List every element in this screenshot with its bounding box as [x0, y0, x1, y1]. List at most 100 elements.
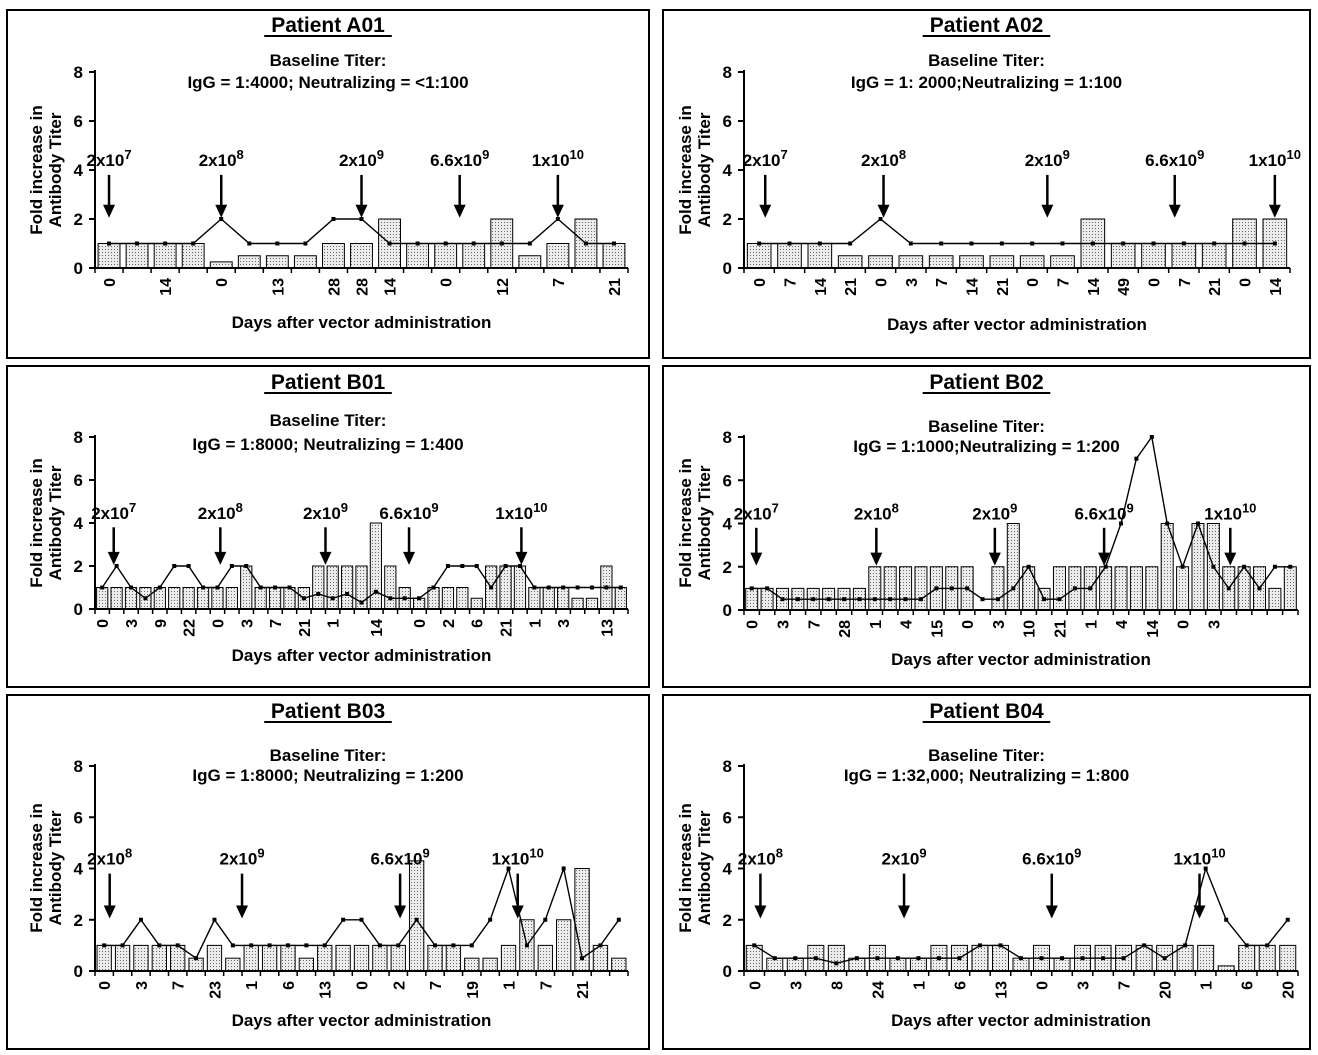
dose-label-exponent: 9 — [482, 147, 489, 162]
bar — [254, 587, 267, 610]
line-point — [589, 585, 594, 590]
x-tick-label: 21 — [575, 981, 592, 999]
line-point — [903, 597, 908, 602]
dose-label-exponent: 10 — [570, 147, 584, 162]
x-tick-label: 0 — [102, 278, 119, 287]
x-tick-label: 49 — [1116, 278, 1133, 296]
line-point — [341, 917, 346, 922]
panel-patient-b01 — [6, 365, 650, 688]
x-tick-label: 10 — [1022, 620, 1039, 638]
dose-label-base: 2x10 — [743, 151, 781, 170]
dose-label: 6.6x109 — [1145, 147, 1204, 170]
bar — [384, 565, 397, 610]
line-point — [474, 564, 479, 568]
x-tick-label: 3 — [134, 981, 151, 990]
dose-label-base: 2x10 — [220, 850, 258, 869]
x-tick-label: 21 — [297, 619, 314, 637]
bar — [268, 587, 282, 610]
line-point — [157, 585, 162, 590]
bar — [959, 255, 984, 269]
x-tick-label: 1 — [527, 619, 544, 628]
x-tick-label: 4 — [1114, 620, 1131, 629]
x-tick-label: 3 — [991, 620, 1008, 629]
bar — [441, 587, 455, 610]
dose-label-base: 1x10 — [492, 850, 530, 869]
dose-label: 2x109 — [220, 846, 265, 869]
x-tick-label: 0 — [747, 981, 764, 990]
line-point — [471, 241, 476, 246]
dose-arrow-head — [355, 204, 368, 218]
bar — [265, 255, 289, 269]
dose-label-exponent: 9 — [422, 846, 429, 861]
line-point — [826, 597, 831, 602]
dose-label-base: 2x10 — [86, 151, 124, 170]
dose-arrow-head — [1045, 905, 1058, 919]
y-axis-label: Fold increase inAntibody Titer — [27, 458, 65, 587]
dose-label-base: 1x10 — [1173, 850, 1211, 869]
line-point — [402, 596, 407, 601]
line-point — [1072, 586, 1077, 591]
bar — [261, 944, 278, 972]
line-point — [780, 597, 785, 602]
x-tick-label: 1 — [502, 981, 519, 990]
chart-title: Patient B04 — [929, 700, 1044, 723]
x-axis-label: Days after vector administration — [232, 646, 492, 665]
dose-label: 1x1010 — [1204, 501, 1256, 524]
y-axis-label-line1: Fold increase in — [676, 105, 695, 234]
chart-title: Patient B01 — [271, 371, 386, 394]
baseline-titer-values: IgG = 1:8000; Neutralizing = 1:400 — [192, 435, 463, 454]
bar — [326, 565, 339, 610]
bar — [225, 957, 241, 972]
x-tick-label: 13 — [993, 981, 1010, 999]
bar — [745, 587, 759, 611]
line-point — [1272, 241, 1277, 246]
dose-label-base: 2x10 — [199, 151, 237, 170]
bar — [528, 587, 541, 610]
line-point — [304, 943, 309, 948]
line-point — [1272, 564, 1277, 569]
x-tick-label: 20 — [1158, 981, 1175, 999]
x-tick-label: 0 — [95, 619, 112, 628]
dose-label-exponent: 10 — [529, 846, 543, 861]
x-tick-label: 0 — [1176, 620, 1193, 629]
bar — [898, 255, 924, 269]
x-tick-label: 3 — [239, 619, 256, 628]
line-point — [359, 600, 364, 605]
bar — [928, 255, 954, 269]
x-axis-label: Days after vector administration — [232, 313, 492, 332]
bar — [406, 243, 430, 269]
bar — [1201, 243, 1227, 269]
bar — [1279, 944, 1297, 972]
bar — [1258, 944, 1276, 972]
bar — [868, 566, 882, 611]
line-point — [506, 866, 511, 871]
x-axis-label: Days after vector administration — [891, 650, 1151, 669]
line-point — [918, 597, 923, 602]
line-point — [1080, 956, 1085, 961]
bar — [133, 944, 149, 972]
line-point — [175, 943, 180, 948]
x-axis-label: Days after vector administration — [891, 1011, 1151, 1030]
bar — [317, 944, 333, 972]
line-point — [433, 943, 438, 948]
line-point — [1121, 956, 1126, 961]
bar — [837, 255, 863, 269]
chart-title: Patient B02 — [929, 371, 1043, 394]
x-tick-label: 13 — [599, 619, 616, 637]
line-point — [1224, 917, 1229, 922]
line-point — [543, 917, 548, 922]
bar — [350, 243, 373, 269]
x-tick-label: 6 — [281, 981, 298, 990]
line-point — [842, 597, 847, 602]
baseline-titer-values: IgG = 1:1000;Neutralizing = 1:200 — [853, 437, 1119, 456]
dose-arrow-head — [877, 204, 890, 218]
bar — [96, 587, 109, 610]
bar — [1006, 523, 1020, 611]
x-tick-label: 1 — [911, 981, 928, 990]
x-tick-label: 8 — [829, 981, 846, 990]
line-point — [1103, 564, 1108, 569]
line-point — [980, 597, 985, 602]
bar — [611, 957, 627, 972]
bar — [546, 243, 570, 269]
line-point — [1226, 586, 1231, 591]
